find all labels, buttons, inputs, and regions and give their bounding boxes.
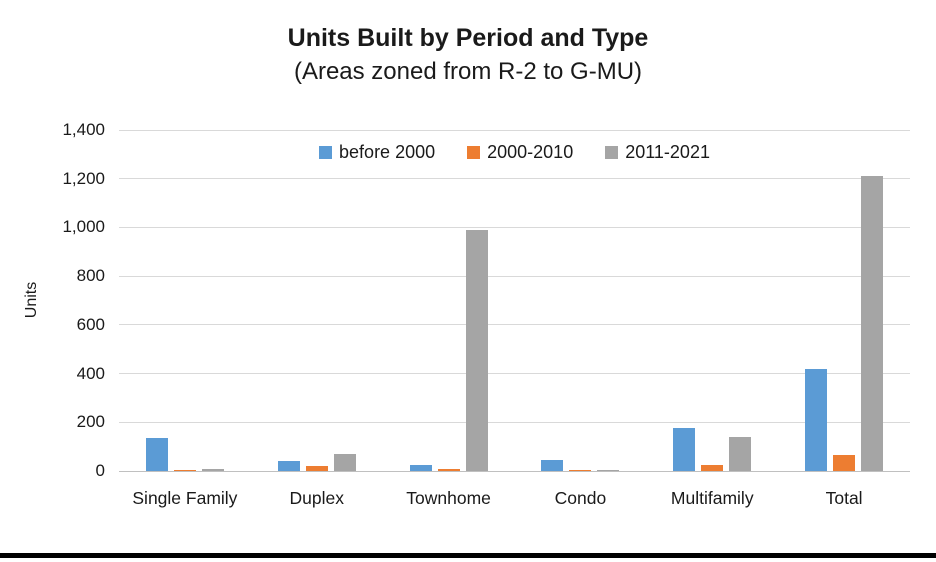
legend-entry: before 2000 [319, 142, 435, 162]
chart-title: Units Built by Period and Type [287, 24, 649, 52]
bar-2000-2010-total [833, 455, 855, 471]
bar-2011-2021-multifamily [729, 437, 751, 471]
bar-2000-2010-single-family [174, 470, 196, 471]
gridline [119, 226, 910, 228]
legend-swatch-icon [605, 145, 619, 159]
bar-2000-2010-condo [569, 470, 591, 471]
gridline [119, 275, 910, 277]
gridline [119, 373, 910, 375]
bar-2000-2010-multifamily [701, 465, 723, 471]
x-axis-category-label: Multifamily [670, 488, 754, 508]
x-axis-category-label: Total [825, 488, 863, 508]
y-tick-label: 200 [76, 412, 105, 432]
gridline [119, 178, 910, 180]
gridline [119, 324, 910, 326]
bar-before-2000-condo [541, 460, 563, 471]
bar-2011-2021-single-family [202, 469, 224, 471]
x-axis-category-label: Townhome [406, 488, 491, 508]
x-axis-category-label: Condo [554, 488, 607, 508]
bar-2011-2021-duplex [334, 454, 356, 471]
y-tick-label: 1,000 [62, 217, 105, 237]
bar-2000-2010-duplex [306, 466, 328, 471]
legend: before 2000 2000-2010 2011-2021 [119, 142, 910, 162]
bar-2011-2021-total [861, 176, 883, 471]
y-tick-label: 400 [76, 363, 105, 383]
bar-before-2000-duplex [278, 461, 300, 471]
bar-2011-2021-townhome [466, 230, 488, 471]
legend-label: 2000-2010 [487, 142, 574, 162]
bar-before-2000-single-family [146, 438, 168, 471]
y-tick-label: 1,400 [62, 120, 105, 139]
bar-2011-2021-condo [597, 470, 619, 471]
legend-swatch-icon [319, 145, 333, 159]
gridline [119, 421, 910, 423]
bar-before-2000-total [805, 369, 827, 471]
bar-2000-2010-townhome [438, 469, 460, 471]
y-tick-label: 800 [76, 266, 105, 286]
y-tick-label: 0 [95, 461, 105, 480]
legend-swatch-icon [467, 145, 481, 159]
chart-subtitle: (Areas zoned from R-2 to G-MU) [293, 58, 643, 85]
x-axis-category-label: Single Family [132, 488, 238, 508]
legend-entry: 2011-2021 [605, 142, 710, 162]
bottom-divider [0, 553, 936, 558]
bar-before-2000-townhome [410, 465, 432, 471]
legend-entry: 2000-2010 [467, 142, 573, 162]
legend-label: before 2000 [339, 142, 436, 162]
gridline [119, 129, 910, 131]
plot-area [119, 129, 910, 472]
y-tick-label: 1,200 [62, 168, 105, 188]
x-axis-line [119, 471, 910, 472]
legend-label: 2011-2021 [625, 142, 710, 162]
x-axis-category-label: Duplex [289, 488, 344, 508]
y-axis-ticks: 0 200 400 600 800 1,000 1,200 1,400 [0, 0, 105, 562]
bar-before-2000-multifamily [673, 428, 695, 471]
y-tick-label: 600 [76, 314, 105, 334]
